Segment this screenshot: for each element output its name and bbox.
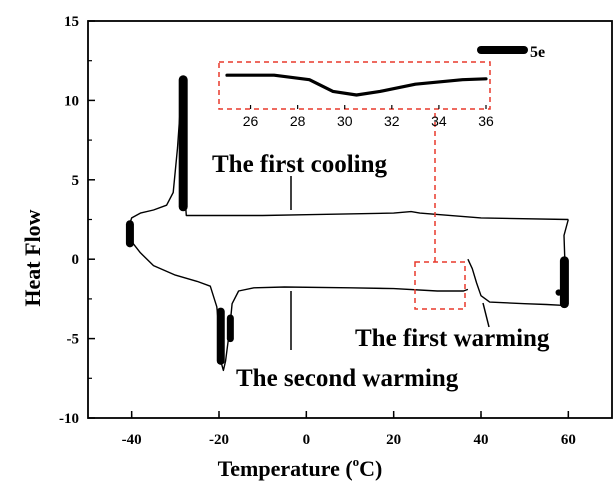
y-tick-label: -5	[67, 332, 80, 348]
y-tick-label: 5	[72, 173, 80, 189]
zoom-region-box	[414, 261, 466, 310]
x-tick-label: -40	[122, 432, 142, 448]
x-tick-label: 0	[303, 432, 311, 448]
legend-label: 5e	[530, 44, 545, 61]
callout-line-first-warming	[482, 302, 490, 328]
inset-x-tick-label: 28	[290, 113, 306, 129]
x-axis-title-main: Temperature (	[218, 456, 353, 481]
data-curves	[125, 75, 569, 372]
annotation-first-cooling: The first cooling	[212, 151, 387, 178]
legend: 5e	[477, 44, 545, 61]
y-axis-title: Heat Flow	[20, 209, 45, 306]
y-tick-label: 15	[64, 14, 79, 30]
x-tick-label: 40	[474, 432, 489, 448]
inset-frame	[218, 61, 491, 110]
inset-x-tick-label: 26	[243, 113, 259, 129]
x-tick-label: 60	[561, 432, 576, 448]
y-tick-label: 0	[72, 252, 80, 268]
inset-x-tick-label: 34	[431, 113, 447, 129]
zoom-inset: 26 28 30 32 34 36	[218, 61, 494, 129]
x-axis-title: Temperature (oC)	[218, 454, 383, 481]
inset-x-tick-label: 36	[478, 113, 494, 129]
x-axis-title-end: C)	[359, 456, 382, 481]
curve-first-warming	[467, 219, 569, 306]
annotation-first-warming: The first warming	[355, 325, 550, 352]
x-tick-label: -20	[209, 432, 229, 448]
inset-curve	[225, 73, 488, 97]
x-axis-ticks: -40 -20 0 20 40 60	[122, 411, 576, 448]
y-axis-ticks: -10 -5 0 5 10 15	[59, 14, 95, 427]
y-tick-label: 10	[64, 93, 79, 109]
annotation-second-warming: The second warming	[236, 365, 459, 392]
endpoint-marker	[555, 289, 562, 296]
inset-x-tick-label: 30	[337, 113, 353, 129]
x-axis-title-degree: o	[353, 454, 360, 469]
y-tick-label: -10	[59, 411, 79, 427]
x-tick-label: 20	[386, 432, 401, 448]
inset-x-tick-label: 32	[384, 113, 400, 129]
callout-lines	[290, 110, 490, 350]
